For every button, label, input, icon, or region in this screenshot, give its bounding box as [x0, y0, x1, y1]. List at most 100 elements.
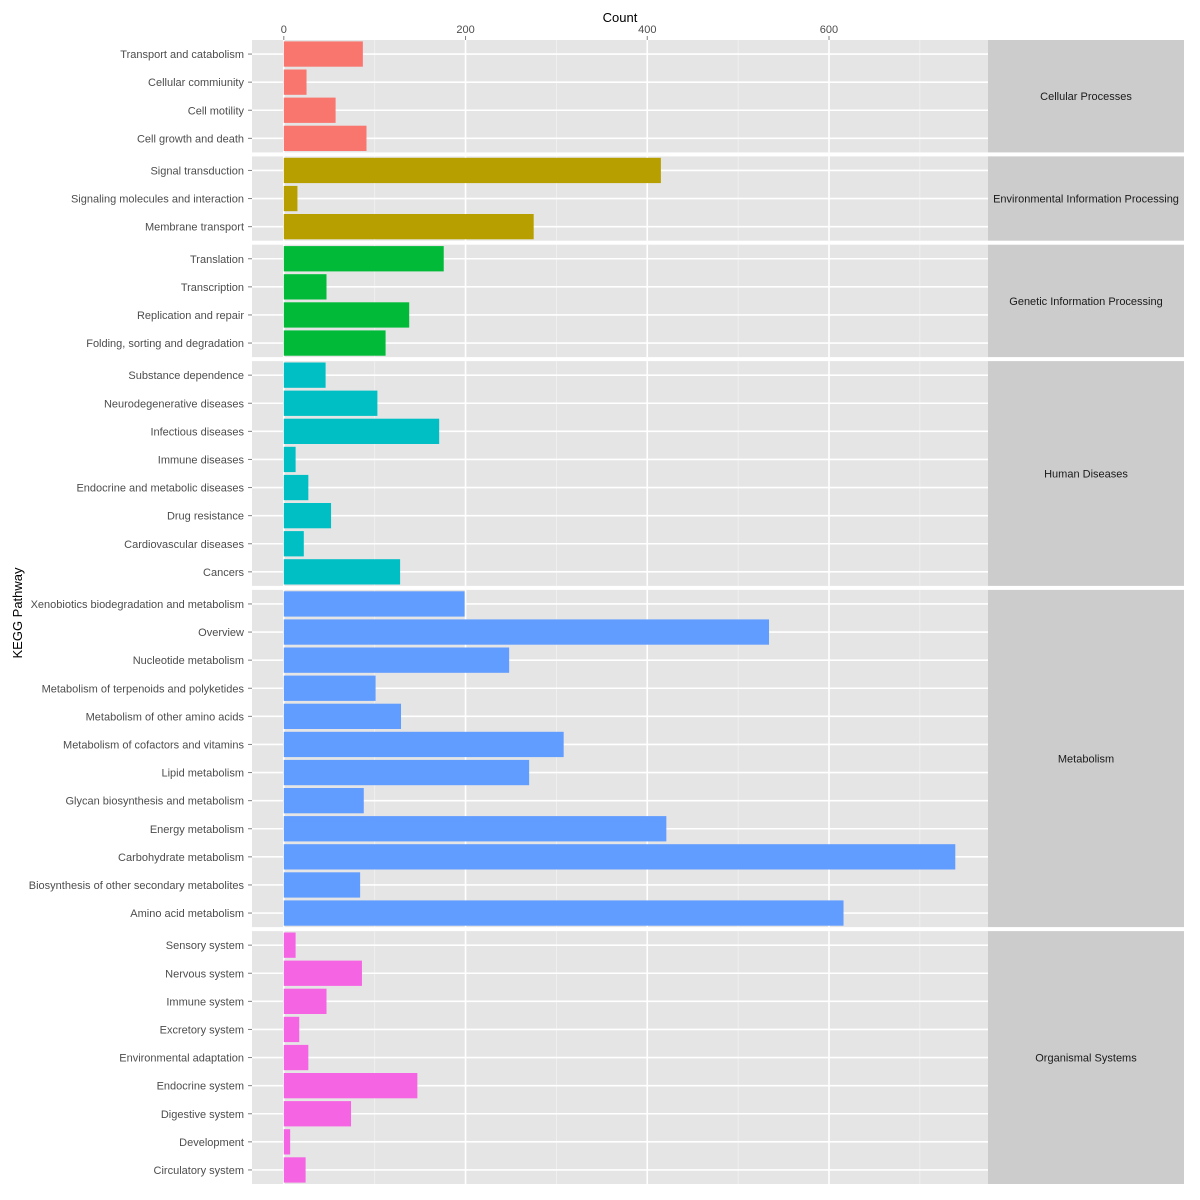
y-tick-label: Cancers — [203, 567, 244, 579]
facet-strip-label: Human Diseases — [1044, 469, 1128, 481]
y-tick-label: Membrane transport — [145, 222, 244, 234]
x-tick-label: 400 — [638, 24, 656, 36]
bar — [283, 1157, 306, 1183]
y-tick-label: Environmental adaptation — [119, 1053, 244, 1065]
y-tick-label: Infectious diseases — [150, 426, 244, 438]
facet-strip-label: Genetic Information Processing — [1009, 296, 1162, 308]
bar — [283, 246, 444, 272]
bar — [283, 418, 440, 444]
y-tick-label: Metabolism of terpenoids and polyketides — [42, 683, 245, 695]
bar — [283, 503, 332, 529]
y-tick-label: Drug resistance — [167, 511, 244, 523]
y-tick-label: Translation — [190, 254, 244, 266]
bar — [283, 1073, 418, 1099]
bar — [283, 872, 361, 898]
bar — [283, 932, 296, 958]
facet-strip — [988, 589, 1184, 928]
bar — [283, 788, 364, 814]
facet-strip — [988, 931, 1184, 1184]
bar — [283, 330, 386, 356]
y-tick-label: Excretory system — [160, 1024, 244, 1036]
facet-strips: Cellular Processes Environmental Informat… — [988, 40, 1184, 1184]
bar — [283, 157, 661, 184]
y-tick-label: Signaling molecules and interaction — [71, 194, 244, 206]
y-tick-label: Digestive system — [161, 1109, 244, 1121]
facet-strip — [988, 156, 1184, 241]
y-tick-label: Replication and repair — [137, 310, 244, 322]
bar — [283, 274, 327, 300]
y-tick-label: Xenobiotics biodegradation and metabolis… — [31, 599, 244, 611]
bar — [283, 703, 402, 729]
y-tick-label: Endocrine and metabolic diseases — [76, 483, 244, 495]
bar — [283, 214, 534, 240]
bar — [283, 1016, 300, 1043]
y-tick-label: Immune diseases — [158, 454, 245, 466]
x-axis-title: Count — [603, 10, 638, 25]
bar — [283, 41, 363, 67]
bar — [283, 816, 667, 842]
y-tick-labels: Transport and catabolism Cellular commiun… — [29, 49, 252, 1177]
bars-layer — [283, 41, 956, 1183]
y-tick-label: Signal transduction — [150, 165, 244, 177]
y-tick-label: Carbohydrate metabolism — [118, 852, 244, 864]
bar — [283, 559, 401, 585]
y-tick-label: Circulatory system — [154, 1165, 244, 1177]
y-tick-label: Cardiovascular diseases — [124, 539, 244, 551]
y-tick-label: Substance dependence — [128, 370, 244, 382]
y-tick-label: Metabolism of cofactors and vitamins — [63, 739, 244, 751]
y-tick-label: Immune system — [166, 996, 244, 1008]
bar — [283, 446, 296, 473]
y-axis-title: KEGG Pathway — [10, 567, 25, 659]
y-tick-label: Endocrine system — [157, 1081, 244, 1093]
facet-strip-label: Organismal Systems — [1035, 1053, 1137, 1065]
bar — [283, 474, 309, 501]
bar — [283, 731, 564, 758]
bar — [283, 185, 298, 212]
y-tick-label: Cell growth and death — [137, 133, 244, 145]
bar — [283, 69, 307, 95]
bar — [283, 900, 844, 926]
y-tick-label: Amino acid metabolism — [130, 908, 244, 920]
y-tick-label: Biosynthesis of other secondary metaboli… — [29, 880, 245, 892]
facet-strip-label: Environmental Information Processing — [993, 194, 1179, 206]
bar — [283, 1044, 309, 1071]
bar — [283, 619, 770, 645]
y-tick-label: Neurodegenerative diseases — [104, 398, 245, 410]
y-tick-label: Metabolism of other amino acids — [86, 711, 245, 723]
y-tick-label: Lipid metabolism — [161, 768, 244, 780]
bar — [283, 960, 362, 986]
bar — [283, 1129, 291, 1155]
x-tick-label: 200 — [456, 24, 474, 36]
y-tick-label: Overview — [198, 627, 244, 639]
bar — [283, 591, 465, 617]
y-tick-label: Transport and catabolism — [120, 49, 244, 61]
y-tick-label: Folding, sorting and degradation — [86, 338, 244, 350]
x-axis: 0 200 400 600 — [281, 24, 838, 40]
y-tick-label: Glycan biosynthesis and metabolism — [65, 796, 244, 808]
y-tick-label: Cellular commiunity — [148, 77, 244, 89]
y-tick-label: Energy metabolism — [150, 824, 244, 836]
bar — [283, 125, 367, 151]
x-tick-label: 0 — [281, 24, 287, 36]
bar — [283, 844, 956, 870]
bar — [283, 988, 327, 1014]
bar — [283, 302, 410, 328]
y-tick-label: Sensory system — [166, 940, 244, 952]
facet-strip-label: Metabolism — [1058, 754, 1114, 766]
bar — [283, 97, 336, 123]
y-tick-label: Development — [179, 1137, 244, 1149]
y-tick-label: Nervous system — [165, 968, 244, 980]
bar — [283, 647, 510, 673]
bar — [283, 759, 530, 786]
bar — [283, 1101, 352, 1127]
facet-strip — [988, 40, 1184, 153]
panels-layer — [252, 40, 988, 1184]
x-tick-label: 600 — [820, 24, 838, 36]
bar — [283, 390, 378, 416]
bar — [283, 675, 376, 701]
facet-strip — [988, 361, 1184, 586]
facet-strip-label: Cellular Processes — [1040, 91, 1132, 103]
facet-strip — [988, 244, 1184, 358]
y-tick-label: Cell motility — [188, 105, 245, 117]
